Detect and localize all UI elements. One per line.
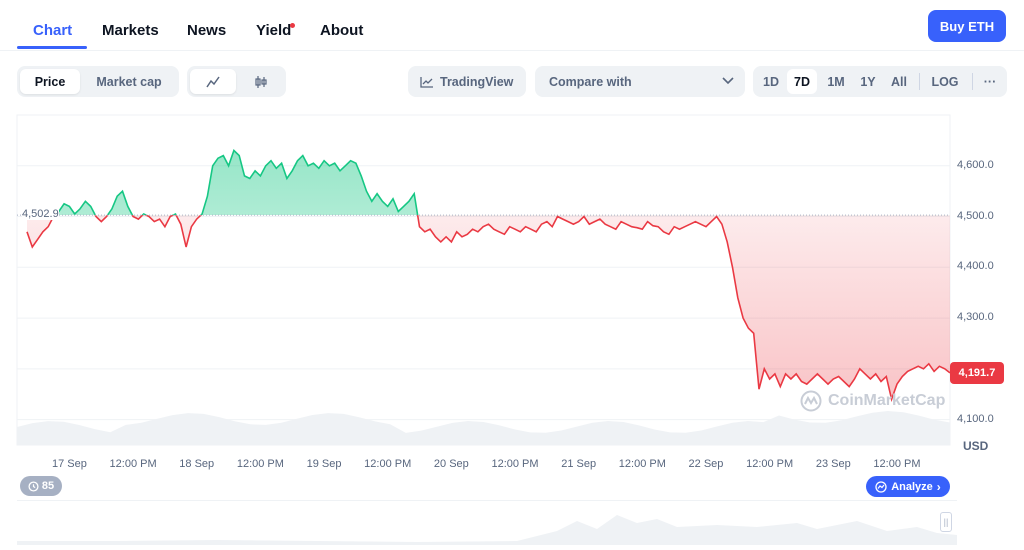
tab-yield[interactable]: Yield <box>256 22 292 39</box>
x-tick-label: 12:00 PM <box>491 458 539 470</box>
x-tick-label: 12:00 PM <box>109 458 157 470</box>
compare-label: Compare with <box>549 74 632 89</box>
price-line-down <box>26 215 951 403</box>
new-indicator-dot <box>290 23 295 28</box>
log-toggle[interactable]: LOG <box>931 74 959 89</box>
x-tick-label: 12:00 PM <box>236 458 284 470</box>
price-toggle[interactable]: Price <box>20 69 80 94</box>
x-tick-label: 17 Sep <box>51 458 87 470</box>
x-tick-label: 19 Sep <box>306 458 342 470</box>
y-tick-label: 4,600.0 <box>957 158 994 171</box>
tab-markets[interactable]: Markets <box>102 22 159 39</box>
x-tick-label: 22 Sep <box>688 458 724 470</box>
area-below-baseline <box>27 215 950 400</box>
price-line-up <box>53 149 419 216</box>
watermark-label: CoinMarketCap <box>828 392 946 409</box>
analyze-icon <box>875 480 887 493</box>
time-range-selector: 1D 7D 1M 1Y All LOG ··· <box>753 66 1007 97</box>
line-chart-icon[interactable] <box>190 69 236 94</box>
coinmarketcap-logo-icon <box>800 390 822 412</box>
currency-label: USD <box>963 439 989 453</box>
candlestick-icon[interactable] <box>239 69 283 94</box>
analyze-label: Analyze <box>891 480 933 493</box>
events-button[interactable]: 85 <box>20 476 62 496</box>
y-tick-label: 4,400.0 <box>957 260 994 273</box>
navigator-sparkline <box>17 515 957 545</box>
events-count: 85 <box>41 480 55 492</box>
range-1y[interactable]: 1Y <box>860 74 876 89</box>
area-above-baseline <box>55 150 418 216</box>
baseline-price-label: 4,502.9 <box>22 208 59 221</box>
chevron-right-icon: › <box>936 479 941 494</box>
analyze-button[interactable]: Analyze › <box>866 476 950 497</box>
x-tick-label: 12:00 PM <box>618 458 666 470</box>
range-1d[interactable]: 1D <box>763 74 779 89</box>
current-price-tag: 4,191.7 <box>950 362 1004 385</box>
tradingview-label: TradingView <box>440 74 514 89</box>
x-tick-label: 21 Sep <box>561 458 597 470</box>
tab-bar: Chart Markets News Yield About <box>0 0 1024 51</box>
market-cap-toggle[interactable]: Market cap <box>96 74 162 89</box>
y-tick-label: 4,300.0 <box>957 311 994 324</box>
range-1m[interactable]: 1M <box>827 74 845 89</box>
x-tick-label: 20 Sep <box>433 458 469 470</box>
metric-toggle: Price Market cap <box>17 66 179 97</box>
trading-chart-icon <box>420 76 433 88</box>
navigator-handle[interactable]: || <box>940 512 952 532</box>
range-all[interactable]: All <box>891 74 907 89</box>
compare-select[interactable]: Compare with <box>535 66 745 97</box>
history-icon <box>28 480 39 492</box>
chevron-down-icon <box>722 77 734 85</box>
range-divider <box>919 73 920 90</box>
x-tick-label: 12:00 PM <box>873 458 921 470</box>
x-tick-label: 12:00 PM <box>746 458 794 470</box>
tab-chart[interactable]: Chart <box>33 22 73 39</box>
x-tick-label: 12:00 PM <box>364 458 412 470</box>
y-tick-label: 4,500.0 <box>957 209 994 222</box>
active-tab-indicator <box>17 46 87 49</box>
coinmarketcap-watermark: CoinMarketCap <box>800 390 945 412</box>
buy-eth-button[interactable]: Buy ETH <box>928 10 1006 42</box>
y-tick-label: 4,100.0 <box>957 412 994 425</box>
more-options-button[interactable]: ··· <box>983 74 997 89</box>
chart-style-toggle <box>187 66 286 97</box>
tab-news[interactable]: News <box>187 22 227 39</box>
range-7d[interactable]: 7D <box>787 69 817 94</box>
range-navigator[interactable] <box>17 500 957 545</box>
tradingview-button[interactable]: TradingView <box>408 66 526 97</box>
x-tick-label: 23 Sep <box>815 458 851 470</box>
volume-area <box>17 411 950 445</box>
x-tick-label: 18 Sep <box>179 458 215 470</box>
tab-about[interactable]: About <box>320 22 364 39</box>
range-divider <box>972 73 973 90</box>
